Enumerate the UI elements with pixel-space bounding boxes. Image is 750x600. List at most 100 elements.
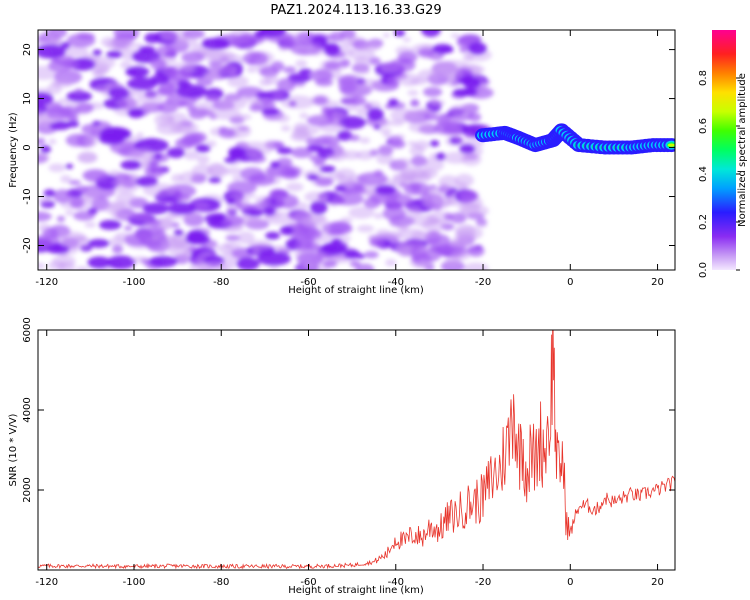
spectrogram-noise-blob: [337, 130, 353, 141]
spectrogram-noise-blob: [94, 85, 110, 93]
spectrogram-noise-blob: [126, 77, 158, 91]
spectrogram-noise-blob: [462, 53, 474, 62]
spectrogram-noise-blob: [397, 223, 409, 229]
spectrogram-noise-blob: [386, 230, 402, 239]
spectrogram-noise-blob: [323, 259, 338, 268]
spectrogram-noise-blob: [177, 101, 189, 107]
spectrogram-noise-blob: [183, 150, 200, 161]
spectrogram-noise-blob: [367, 107, 384, 121]
spectrogram-noise-blob: [299, 68, 312, 75]
colorbar-label: Normalized spectral amplitude: [737, 73, 748, 227]
spectrogram-noise-blob: [257, 252, 291, 266]
spectrogram-noise-blob: [69, 196, 85, 209]
spectrogram-x-tick-label: 0: [567, 277, 573, 288]
spectrogram-noise-blob: [155, 217, 175, 230]
spectrogram-noise-blob: [279, 165, 302, 180]
spectrogram-noise-blob: [373, 124, 381, 130]
spectrogram-noise-blob: [338, 115, 366, 130]
spectrogram-noise-blob: [38, 211, 52, 222]
spectrogram-noise-blob: [355, 150, 375, 161]
spectrogram-noise-blob: [154, 153, 163, 160]
spectrogram-noise-blob: [376, 152, 394, 165]
spectrogram-noise-blob: [276, 35, 298, 44]
spectrogram-noise-blob: [248, 99, 260, 105]
spectrogram-noise-blob: [444, 213, 454, 221]
spectrogram-noise-blob: [92, 120, 101, 126]
spectrogram-noise-blob: [280, 125, 291, 132]
spectrogram-noise-blob: [259, 30, 286, 38]
spectrogram-noise-blob: [127, 108, 145, 119]
spectrogram-noise-blob: [112, 245, 124, 254]
spectrogram-noise-blob: [108, 87, 131, 99]
figure-title: PAZ1.2024.113.16.33.G29: [270, 3, 441, 18]
spectrogram-noise-blob: [73, 211, 95, 221]
spectrogram-noise-blob: [459, 46, 469, 53]
spectrogram-noise-blob: [177, 196, 188, 204]
spectrogram-noise-blob: [433, 61, 451, 73]
spectrogram-noise-blob: [304, 191, 327, 203]
spectrogram-noise-blob: [423, 157, 445, 172]
spectrogram-noise-blob: [422, 195, 452, 210]
spectrogram-noise-blob: [38, 33, 60, 48]
spectrogram-noise-blob: [443, 151, 470, 164]
colorbar-gradient: [712, 30, 736, 270]
snr-x-tick-label: -60: [300, 577, 316, 588]
spectrogram-noise-blob: [76, 32, 95, 41]
snr-panel: -120 -100 -80 -60 -40 -20 0 20 2000 4000 6000 Hei…: [8, 317, 676, 596]
spectrogram-noise-blob: [293, 211, 312, 222]
spectrogram-noise-blob: [124, 225, 133, 231]
spectrogram-noise-blob: [237, 141, 274, 156]
spectrogram-noise-blob: [88, 125, 104, 133]
spectrogram-noise-blob: [306, 114, 334, 127]
spectrogram-noise-blob: [348, 134, 360, 142]
spectrogram-noise-blob: [38, 92, 54, 106]
spectrogram-noise-blob: [204, 95, 221, 102]
spectrogram-noise-blob: [403, 182, 431, 196]
spectrogram-noise-blob: [410, 230, 431, 242]
spectrogram-noise-blob: [340, 58, 351, 68]
spectrogram-noise-blob: [313, 159, 326, 166]
spectrogram-noise-blob: [364, 103, 373, 109]
spectrogram-x-tick-label: -80: [213, 277, 229, 288]
spectrogram-noise-blob: [388, 98, 399, 106]
spectrogram-noise-blob: [169, 102, 179, 108]
spectrogram-noise-blob: [127, 88, 144, 96]
spectrogram-noise-blob: [390, 108, 417, 123]
spectrogram-noise-blob: [422, 86, 443, 98]
colorbar: 0.0 0.2 0.4 0.6 0.8 Normalized spectral ampl…: [698, 30, 748, 278]
colorbar-tick-label: 0.6: [698, 118, 709, 134]
spectrogram-noise-blob: [245, 46, 254, 52]
spectrogram-noise-blob: [219, 96, 248, 110]
spectrogram-noise-blob: [225, 234, 241, 241]
spectrogram-noise-blob: [149, 255, 178, 268]
spectrogram-noise-blob: [206, 243, 219, 250]
spectrogram-x-tick-label: -20: [475, 277, 491, 288]
spectrogram-noise-blob: [259, 66, 279, 78]
spectrogram-y-tick-label: 20: [22, 43, 33, 56]
spectrogram-noise-blob: [38, 195, 53, 205]
spectrogram-noise-blob: [363, 251, 379, 259]
spectrogram-noise-blob: [309, 69, 333, 83]
colorbar-tick-label: 0.4: [698, 166, 709, 182]
spectrogram-noise-blob: [287, 73, 312, 83]
spectrogram-noise-blob: [38, 153, 50, 163]
spectrogram-noise-blob: [186, 104, 197, 113]
spectrogram-noise-blob: [48, 138, 57, 145]
spectrogram-noise-blob: [333, 192, 364, 206]
spectrogram-y-tick-label: -10: [22, 188, 33, 204]
spectrogram-noise-blob: [349, 96, 367, 106]
spectrogram-noise-blob: [148, 219, 162, 226]
spectrogram-noise-blob: [75, 185, 89, 193]
spectrogram-noise-blob: [185, 233, 211, 245]
spectrogram-noise-blob: [38, 137, 46, 145]
spectrogram-noise-blob: [430, 98, 438, 104]
colorbar-tick-label: 0.0: [698, 262, 709, 278]
spectrogram-y-ticks: -20 -10 0 10 20: [22, 43, 675, 254]
spectrogram-noise-blob: [448, 239, 470, 250]
spectrogram-noise-blob: [378, 144, 394, 156]
spectrogram-noise-blob: [40, 145, 52, 154]
snr-x-tick-label: -20: [475, 577, 491, 588]
spectrogram-noise-blob: [262, 100, 276, 111]
spectrogram-noise-blob: [127, 70, 138, 77]
